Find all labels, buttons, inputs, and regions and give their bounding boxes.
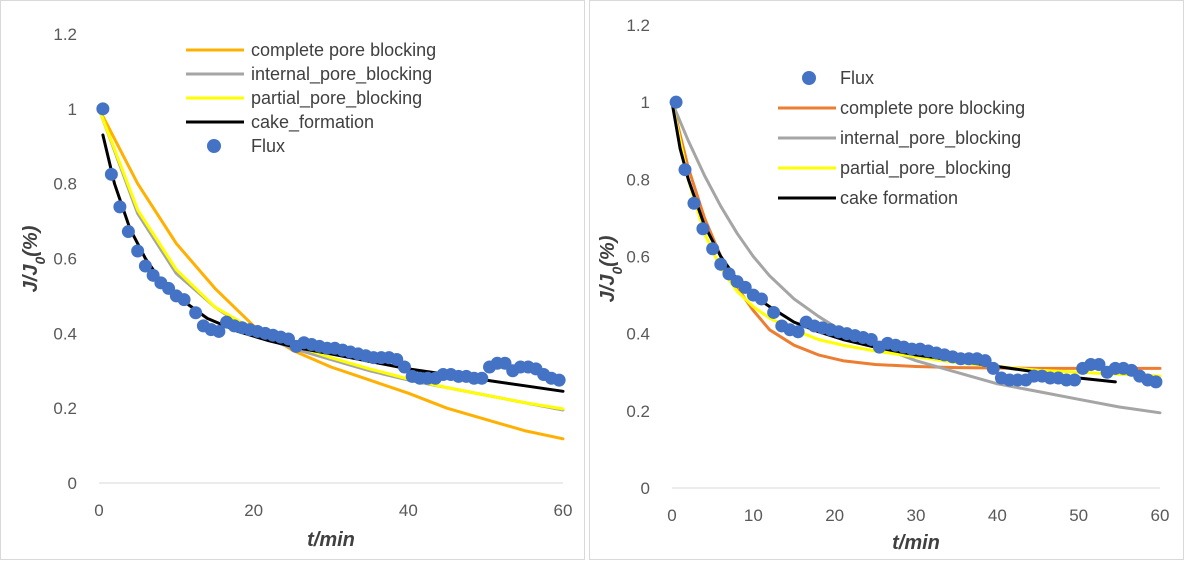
legend-label: complete pore blocking [840, 98, 1025, 118]
legend-label: internal_pore_blocking [840, 128, 1021, 149]
y-axis-title-subscript: 0 [32, 257, 48, 265]
data-point [986, 361, 1000, 375]
y-tick-label: 0.8 [626, 170, 650, 189]
data-point [475, 371, 489, 385]
y-tick-label: 1.2 [53, 25, 77, 44]
data-point [696, 222, 710, 236]
x-tick-label: 20 [825, 506, 844, 525]
chart-panel-left: 0 0.2 0.4 0.6 0.8 1 1.2 0 20 40 60 t/min J/J0(%) comp… [0, 0, 585, 560]
y-axis-title: J/J0(%) [597, 235, 625, 302]
x-tick-label: 0 [667, 506, 676, 525]
legend-label: cake formation [840, 188, 958, 208]
legend-label: complete pore blocking [251, 40, 436, 60]
legend-marker-swatch [207, 139, 221, 153]
legend-label: Flux [251, 136, 285, 156]
data-point [212, 324, 226, 338]
series-partial-pore-blocking [97, 107, 565, 411]
data-point [864, 332, 878, 346]
x-tick-label: 50 [1069, 506, 1088, 525]
data-point [552, 373, 566, 387]
x-tick-label: 40 [399, 501, 418, 520]
x-tick-label: 0 [94, 501, 103, 520]
y-tick-label: 0 [641, 479, 650, 498]
y-tick-label: 1 [68, 100, 77, 119]
series-complete-pore-blocking [97, 107, 565, 441]
legend: Flux complete pore blocking internal_pore_… [778, 68, 1025, 208]
data-point [687, 196, 701, 210]
data-point [397, 360, 411, 374]
x-axis-title: t/min [892, 532, 940, 554]
x-axis-title: t/min [307, 529, 355, 551]
data-point [767, 305, 781, 319]
y-axis-title-main: J/J [597, 274, 619, 303]
legend-label: Flux [840, 68, 874, 88]
data-point [1068, 373, 1082, 387]
data-point [706, 242, 720, 256]
data-point [791, 325, 805, 339]
data-point [138, 259, 152, 273]
series-flux [96, 102, 566, 387]
y-axis-title-tail: (%) [597, 235, 619, 266]
y-axis-title-subscript: 0 [609, 267, 625, 275]
y-tick-label: 0.6 [626, 248, 650, 267]
y-tick-label: 0.2 [626, 402, 650, 421]
series-line [97, 107, 565, 441]
x-tick-label: 20 [244, 501, 263, 520]
y-tick-label: 0.2 [53, 399, 77, 418]
data-point [678, 163, 692, 177]
x-tick-label: 10 [744, 506, 763, 525]
data-point [131, 244, 145, 258]
series-flux [669, 95, 1163, 389]
y-axis-title-tail: (%) [20, 225, 42, 256]
series-line [97, 107, 565, 411]
y-axis-title-main: J/J [20, 264, 42, 293]
chart-svg-right: 00.20.40.60.811.20 10 20 30 40 50 60t/minJ/J0(… [597, 16, 1170, 554]
y-tick-label: 1.2 [626, 16, 650, 35]
data-point [96, 102, 110, 116]
y-tick-label: 0 [68, 474, 77, 493]
data-point [121, 225, 135, 239]
data-point [104, 167, 118, 181]
data-point [738, 280, 752, 294]
data-point [669, 95, 683, 109]
y-tick-label: 0.4 [53, 324, 77, 343]
legend-label: partial_pore_blocking [251, 88, 422, 109]
legend-label: internal_pore_blocking [251, 64, 432, 85]
legend-marker-swatch [802, 71, 816, 85]
data-point [189, 306, 203, 320]
legend-label: cake_formation [251, 112, 374, 133]
y-tick-label: 1 [641, 93, 650, 112]
chart-svg-left: 00.20.40.60.811.20 20 40 60t/minJ/J0(%)comp… [20, 25, 573, 551]
legend: complete pore blocking internal_pore_bloc… [186, 40, 436, 156]
data-point [113, 200, 127, 214]
x-tick-label: 60 [554, 501, 573, 520]
data-point [1092, 358, 1106, 372]
x-tick-label: 30 [907, 506, 926, 525]
chart-panel-right: 0 0.2 0.4 0.6 0.8 1 1.2 0 10 20 30 40 50 60 t/min J/J0(… [589, 0, 1184, 560]
data-point [177, 293, 191, 307]
legend-label: partial_pore_blocking [840, 158, 1011, 179]
data-point [754, 292, 768, 306]
data-point [714, 257, 728, 271]
data-point [722, 267, 736, 281]
y-axis-title: J/J0(%) [20, 225, 48, 292]
y-tick-label: 0.6 [53, 250, 77, 269]
x-tick-label: 60 [1151, 506, 1170, 525]
data-point [978, 354, 992, 368]
x-tick-label: 40 [988, 506, 1007, 525]
data-point [1149, 375, 1163, 389]
y-tick-label: 0.4 [626, 325, 650, 344]
y-tick-label: 0.8 [53, 175, 77, 194]
